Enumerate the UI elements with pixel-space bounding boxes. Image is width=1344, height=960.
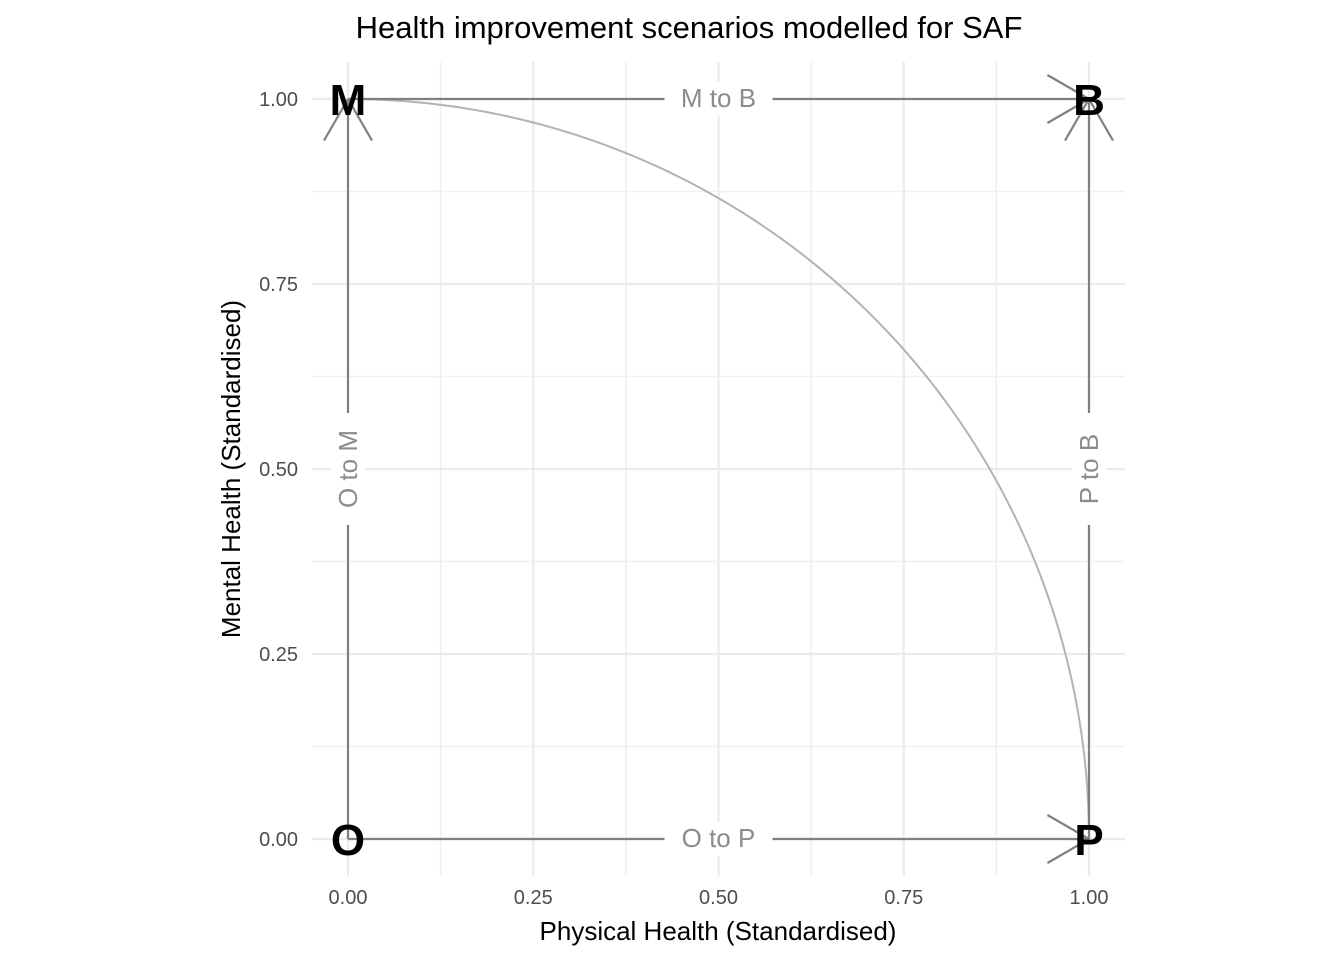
x-tick-label: 0.75 <box>884 887 923 909</box>
path-label: O to P <box>682 823 756 853</box>
path-label-background <box>664 822 773 856</box>
frontier-layer <box>347 98 1090 840</box>
x-tick-label: 0.25 <box>514 887 553 909</box>
x-tick-label: 0.50 <box>699 887 738 909</box>
y-tick-label: 0.25 <box>259 644 298 666</box>
path-m-to-b: M to B <box>348 74 1090 124</box>
point-label-o: O <box>331 816 365 865</box>
path-label-background <box>664 82 773 116</box>
arrowhead <box>323 98 349 142</box>
point-label-b: B <box>1073 76 1105 125</box>
point-label-m: M <box>330 76 367 125</box>
arrowhead <box>1046 814 1090 840</box>
arrowhead <box>1046 98 1090 124</box>
y-tick-label: 0.50 <box>259 459 298 481</box>
arrowhead <box>1046 838 1090 864</box>
path-p-to-b: P to B <box>1064 98 1114 839</box>
tick-layer: 0.00 0.25 0.50 0.75 1.00 0.00 0.25 0.50 0.75 1.00 <box>259 89 1108 909</box>
path-o-to-m: O to M <box>323 98 373 839</box>
point-layer: O P M B <box>330 76 1105 865</box>
arrowhead <box>1064 98 1090 142</box>
path-label-background <box>1072 413 1106 525</box>
y-tick-label: 1.00 <box>259 89 298 111</box>
x-axis-title: Physical Health (Standardised) <box>540 916 897 946</box>
arrowhead <box>347 98 373 142</box>
arrowhead <box>1088 98 1114 142</box>
x-tick-label: 1.00 <box>1070 887 1109 909</box>
path-label: O to M <box>333 430 363 508</box>
path-label: P to B <box>1074 434 1104 504</box>
path-o-to-p: O to P <box>348 814 1090 864</box>
point-label-p: P <box>1074 816 1103 865</box>
path-label-background <box>331 413 365 525</box>
x-tick-label: 0.00 <box>329 887 368 909</box>
y-axis-title: Mental Health (Standardised) <box>216 300 246 638</box>
frontier-curve <box>347 98 1090 840</box>
path-label: M to B <box>681 83 756 113</box>
y-tick-label: 0.75 <box>259 274 298 296</box>
arrowhead <box>1046 74 1090 100</box>
y-tick-label: 0.00 <box>259 829 298 851</box>
chart-title: Health improvement scenarios modelled fo… <box>356 10 1023 45</box>
path-layer: O to P M to B O to M P to B <box>323 74 1114 864</box>
grid <box>312 62 1125 876</box>
